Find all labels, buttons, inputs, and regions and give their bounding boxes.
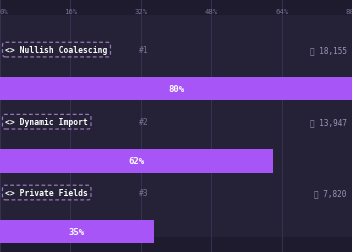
Bar	[0, 163, 352, 237]
Text: 👥 7,820: 👥 7,820	[314, 188, 347, 197]
Text: 80%: 80%	[168, 85, 184, 94]
Bar	[0, 220, 154, 243]
Text: #2: #2	[139, 118, 149, 127]
Text: 0%: 0%	[0, 9, 9, 15]
Text: 48%: 48%	[205, 9, 218, 15]
Bar	[0, 91, 352, 165]
Text: #1: #1	[139, 46, 149, 55]
Text: 64%: 64%	[275, 9, 288, 15]
Bar	[0, 150, 273, 173]
Text: 👥 13,947: 👥 13,947	[310, 118, 347, 127]
Text: <> Private Fields: <> Private Fields	[5, 188, 88, 197]
Text: 35%: 35%	[69, 227, 85, 236]
Text: <> Nullish Coalescing: <> Nullish Coalescing	[5, 46, 108, 55]
Text: 👥 18,155: 👥 18,155	[310, 46, 347, 55]
Text: 32%: 32%	[134, 9, 147, 15]
Text: 62%: 62%	[128, 157, 144, 166]
Text: 80%: 80%	[345, 9, 352, 15]
Bar	[0, 78, 352, 101]
Text: <> Dynamic Import: <> Dynamic Import	[5, 118, 88, 127]
Bar	[0, 16, 352, 91]
Text: 16%: 16%	[64, 9, 77, 15]
Text: #3: #3	[139, 188, 149, 197]
